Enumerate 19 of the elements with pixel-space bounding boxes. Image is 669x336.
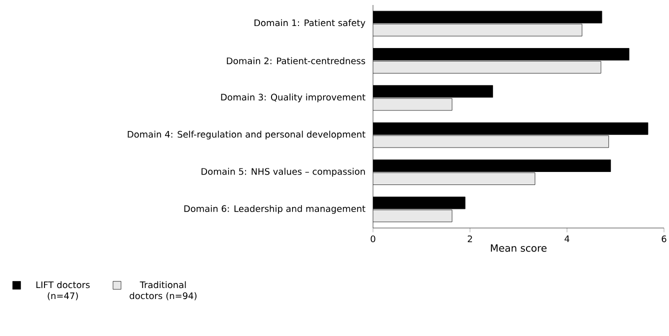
legend-label: LIFT doctors (n=47) [36, 281, 90, 300]
y-tick-label: Domain 5: NHS values – compassion [202, 168, 365, 177]
bar [373, 61, 602, 74]
bar [373, 24, 582, 36]
x-tick-label: 2 [468, 235, 472, 242]
x-tick-label: 6 [662, 235, 666, 242]
bar [373, 135, 609, 148]
x-tick-label: 4 [564, 235, 570, 242]
bar [373, 172, 536, 185]
x-axis-title: Mean score [490, 244, 547, 252]
y-tick-label: Domain 4: Self-regulation and personal development [128, 130, 366, 140]
bar [373, 98, 452, 111]
x-tick-label: 0 [370, 235, 376, 242]
y-tick-label: Domain 6: Leadership and management [184, 205, 366, 214]
y-tick-label: Domain 2: Patient-centredness [226, 57, 366, 64]
legend-label: Traditional doctors (n=94) [130, 281, 196, 300]
bar [373, 210, 452, 222]
y-tick-label: Domain 3: Quality improvement [221, 94, 366, 102]
y-tick-label: Domain 1: Patient safety [254, 19, 366, 28]
